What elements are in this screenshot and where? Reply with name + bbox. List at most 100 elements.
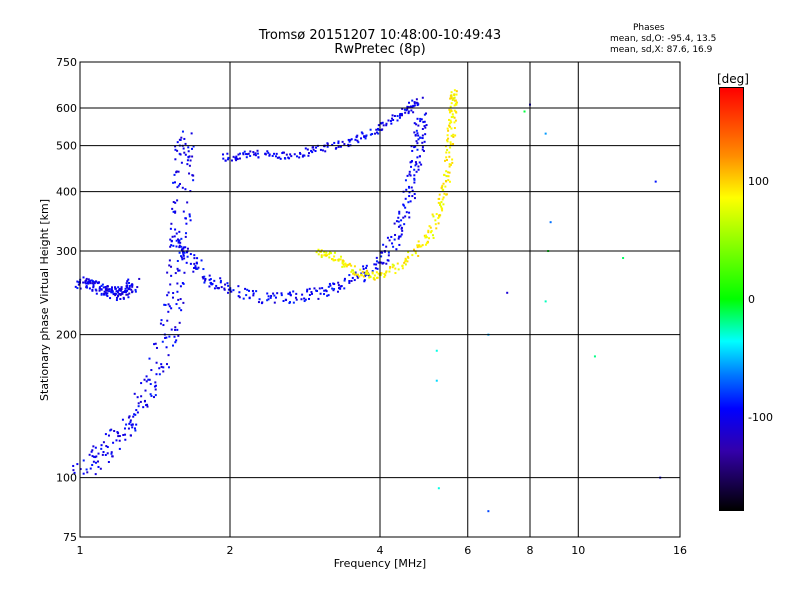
data-point [168, 264, 171, 267]
data-point [176, 186, 179, 189]
data-point [185, 232, 188, 235]
data-point [92, 460, 95, 463]
data-point [398, 235, 401, 238]
data-point [257, 156, 260, 159]
data-point [84, 280, 87, 283]
data-point [174, 341, 177, 344]
data-point [411, 254, 414, 257]
data-point [368, 274, 371, 277]
data-point [174, 228, 177, 231]
data-point [178, 321, 181, 324]
data-point [104, 291, 107, 294]
data-point [166, 294, 169, 297]
data-point [341, 265, 344, 268]
data-point [109, 297, 112, 300]
data-point [337, 140, 340, 143]
data-point [544, 132, 547, 135]
data-point [102, 441, 105, 444]
data-point [79, 468, 82, 471]
data-point [407, 112, 410, 115]
data-point [136, 396, 139, 399]
data-point [130, 288, 133, 291]
data-point [280, 294, 283, 297]
data-point [394, 267, 397, 270]
data-point [409, 161, 412, 164]
data-point [420, 245, 423, 248]
data-point [349, 139, 352, 142]
data-point [273, 294, 276, 297]
data-point [110, 452, 113, 455]
data-point [325, 254, 328, 257]
data-point [248, 289, 251, 292]
data-point [440, 201, 443, 204]
data-point [391, 242, 394, 245]
data-point [385, 245, 388, 248]
data-point [181, 130, 184, 133]
data-point [235, 159, 238, 162]
data-point [403, 108, 406, 111]
data-point [209, 281, 212, 284]
data-point [134, 413, 137, 416]
data-point [392, 118, 395, 121]
data-point [106, 289, 109, 292]
data-point [385, 271, 388, 274]
x-tick-label: 8 [527, 544, 534, 557]
data-point [339, 145, 342, 148]
data-point [210, 283, 213, 286]
data-point [180, 255, 183, 258]
data-point [90, 279, 93, 282]
data-point [122, 296, 125, 299]
data-point [122, 434, 125, 437]
data-point [166, 271, 169, 274]
data-point [424, 236, 427, 239]
data-point [100, 284, 103, 287]
data-point [303, 297, 306, 300]
data-point [92, 286, 95, 289]
data-point [413, 197, 416, 200]
data-point [143, 378, 146, 381]
data-point [258, 298, 261, 301]
data-point [454, 119, 457, 122]
data-point [307, 154, 310, 157]
data-point [131, 284, 134, 287]
data-point [145, 375, 148, 378]
data-point [184, 217, 187, 220]
data-point [417, 138, 420, 141]
data-point [417, 165, 420, 168]
data-point [353, 271, 356, 274]
data-point [450, 134, 453, 137]
data-point [324, 253, 327, 256]
data-point [186, 163, 189, 166]
data-point [407, 251, 410, 254]
data-point [383, 272, 386, 275]
data-point [101, 453, 104, 456]
data-point [381, 128, 384, 131]
data-point [124, 438, 127, 441]
data-point [252, 151, 255, 154]
chart-subtitle: RwPretec (8p) [334, 42, 426, 57]
data-point [117, 286, 120, 289]
data-point [418, 136, 421, 139]
colorbar-unit-label: [deg] [717, 72, 749, 86]
data-point [399, 114, 402, 117]
data-point [400, 219, 403, 222]
data-point [115, 299, 118, 302]
data-point [408, 191, 411, 194]
data-point [306, 290, 309, 293]
data-point [177, 238, 180, 241]
colorbar-tick-label: 100 [748, 175, 769, 188]
data-point [448, 108, 451, 111]
data-point [144, 389, 147, 392]
data-point [138, 277, 141, 280]
data-point [415, 98, 418, 101]
data-point [455, 103, 458, 106]
data-point [279, 157, 282, 160]
data-point [437, 222, 440, 225]
data-point [287, 292, 290, 295]
data-point [116, 294, 119, 297]
data-point [202, 277, 205, 280]
data-point [196, 267, 199, 270]
data-point [364, 272, 367, 275]
data-point [357, 276, 360, 279]
data-point [192, 174, 195, 177]
